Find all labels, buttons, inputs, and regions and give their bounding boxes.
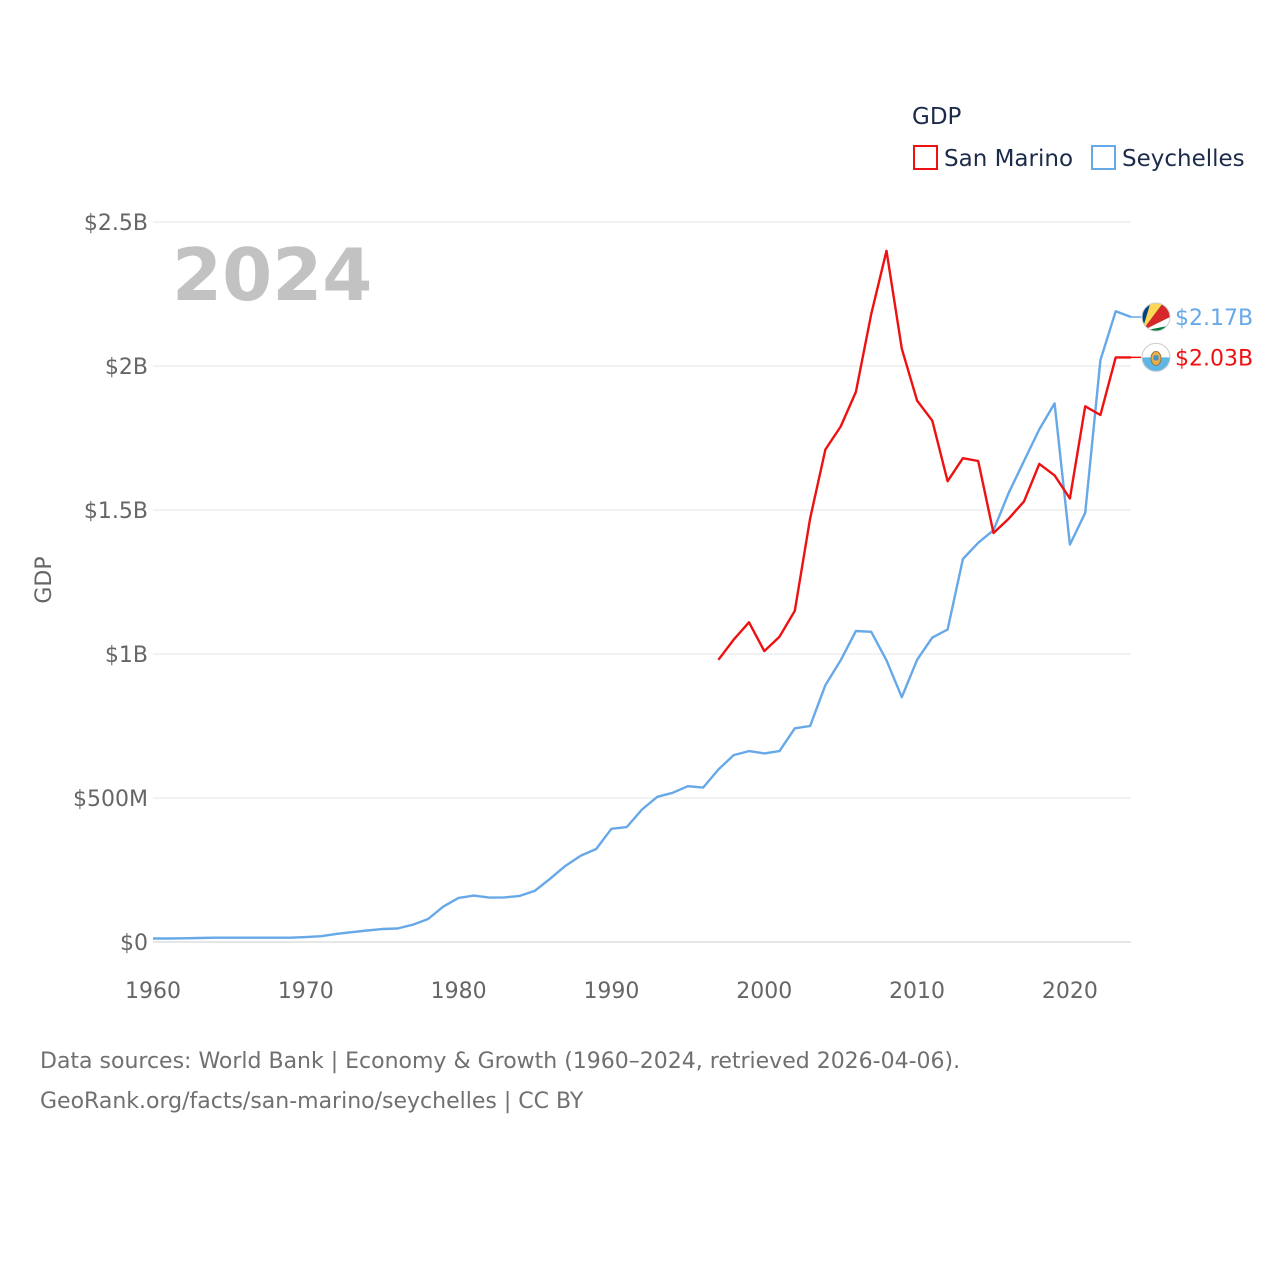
x-tick-label: 1970 (278, 979, 334, 1004)
series-line-seychelles (153, 310, 1132, 940)
legend-swatch-seychelles (1091, 145, 1116, 170)
end-label-san-marino: $2.03B (1175, 346, 1253, 371)
x-tick-label: 2020 (1042, 979, 1098, 1004)
legend-swatch-san-marino (913, 145, 938, 170)
y-tick-label: $0 (120, 931, 148, 956)
x-tick-label: 1960 (125, 979, 181, 1004)
x-axis-ticks: 1960 1970 1980 1990 2000 2010 2020 (125, 979, 1098, 1004)
san-marino-flag-icon (1141, 342, 1171, 372)
legend-label-san-marino: San Marino (944, 146, 1073, 172)
y-tick-label: $500M (73, 787, 148, 812)
x-tick-label: 1990 (583, 979, 639, 1004)
y-tick-label: $2B (105, 355, 148, 380)
y-tick-label: $2.5B (84, 211, 148, 236)
y-tick-label: $1.5B (84, 499, 148, 524)
y-axis-ticks: $0 $500M $1B $1.5B $2B $2.5B (73, 211, 148, 956)
source-line-2: GeoRank.org/facts/san-marino/seychelles … (40, 1089, 584, 1114)
source-line-1: Data sources: World Bank | Economy & Gro… (40, 1049, 961, 1074)
x-tick-label: 1980 (431, 979, 487, 1004)
grid-lines (153, 221, 1131, 943)
legend-item-seychelles[interactable]: Seychelles (1091, 145, 1245, 172)
series-line-san-marino (717, 249, 1131, 661)
year-stamp: 2024 (172, 233, 372, 317)
x-tick-label: 2000 (736, 979, 792, 1004)
legend-item-san-marino[interactable]: San Marino (913, 145, 1073, 172)
legend-title: GDP (912, 104, 962, 130)
end-label-seychelles: $2.17B (1175, 306, 1253, 331)
series-layer (153, 249, 1132, 940)
legend-label-seychelles: Seychelles (1122, 146, 1245, 172)
legend: GDP San Marino Seychelles (912, 104, 1245, 172)
y-axis-label: GDP (32, 556, 57, 603)
end-labels: $2.17B $2.03B (1131, 302, 1253, 372)
x-tick-label: 2010 (889, 979, 945, 1004)
source-note: Data sources: World Bank | Economy & Gro… (40, 1042, 1240, 1122)
seychelles-flag-icon (1141, 302, 1171, 332)
y-tick-label: $1B (105, 643, 148, 668)
